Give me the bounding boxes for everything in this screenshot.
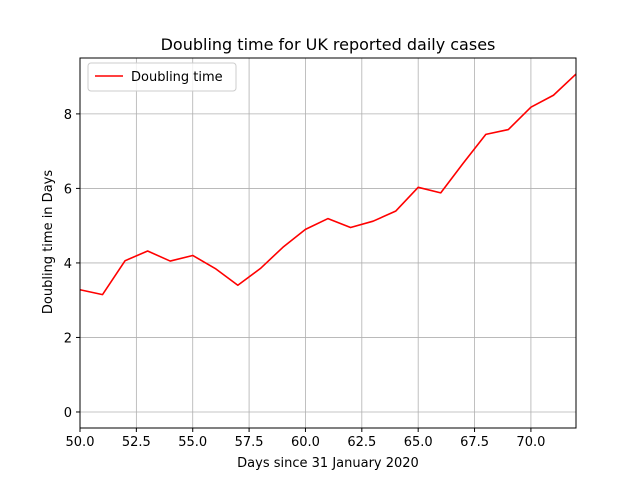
x-tick-label: 50.0 <box>66 435 95 450</box>
legend-box <box>87 62 237 92</box>
grid <box>79 58 576 428</box>
legend-label: Doubling time <box>131 70 223 85</box>
series-layer <box>79 73 577 296</box>
x-tick-label: 52.5 <box>122 435 151 450</box>
x-axis-label: Days since 31 January 2020 <box>237 456 419 471</box>
x-tick-label: 65.0 <box>404 435 433 450</box>
y-tick-label: 2 <box>64 331 72 346</box>
legend: Doubling time <box>87 62 237 92</box>
x-tick-label: 60.0 <box>291 435 320 450</box>
y-tick-label: 8 <box>64 108 72 123</box>
x-tick-label: 57.5 <box>235 435 264 450</box>
x-tick-label: 55.0 <box>178 435 207 450</box>
ticks: 50.0 52.5 55.0 57.5 60.0 62.5 65.0 67.5 70.0 0 2 4 6… <box>64 108 546 450</box>
chart-title: Doubling time for UK reported daily case… <box>161 35 496 54</box>
y-tick-label: 6 <box>64 182 72 197</box>
y-tick-label: 0 <box>64 406 72 421</box>
plot-frame <box>79 57 577 429</box>
x-tick-label: 67.5 <box>460 435 489 450</box>
x-tick-label: 70.0 <box>516 435 545 450</box>
x-tick-label: 62.5 <box>347 435 376 450</box>
y-axis-label: Doubling time in Days <box>41 170 56 314</box>
series-line <box>79 73 577 296</box>
y-tick-label: 4 <box>64 257 72 272</box>
